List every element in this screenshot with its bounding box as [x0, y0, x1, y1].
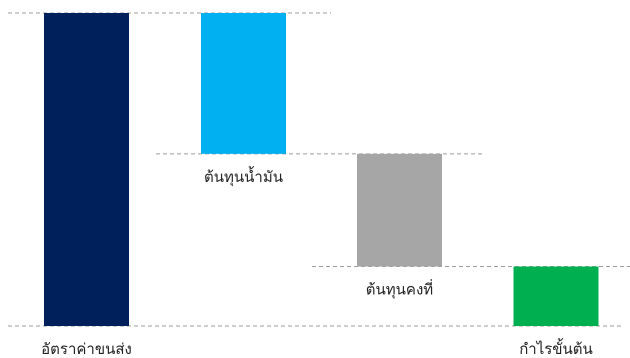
bar-2 [201, 13, 286, 154]
bar-4 [513, 266, 599, 326]
bars [44, 13, 599, 326]
category-label: ต้นทุนน้ำมัน [204, 166, 283, 187]
category-label: กำไรขั้นต้น [519, 338, 593, 358]
category-labels: อัตราค่าขนส่ง ต้นทุนน้ำมันต้นทุนคงที่กำไร… [41, 166, 593, 358]
bar-3 [357, 153, 442, 267]
bar-1 [44, 13, 129, 326]
category-label: ต้นทุนคงที่ [366, 279, 433, 300]
category-label: อัตราค่าขนส่ง [41, 340, 132, 358]
